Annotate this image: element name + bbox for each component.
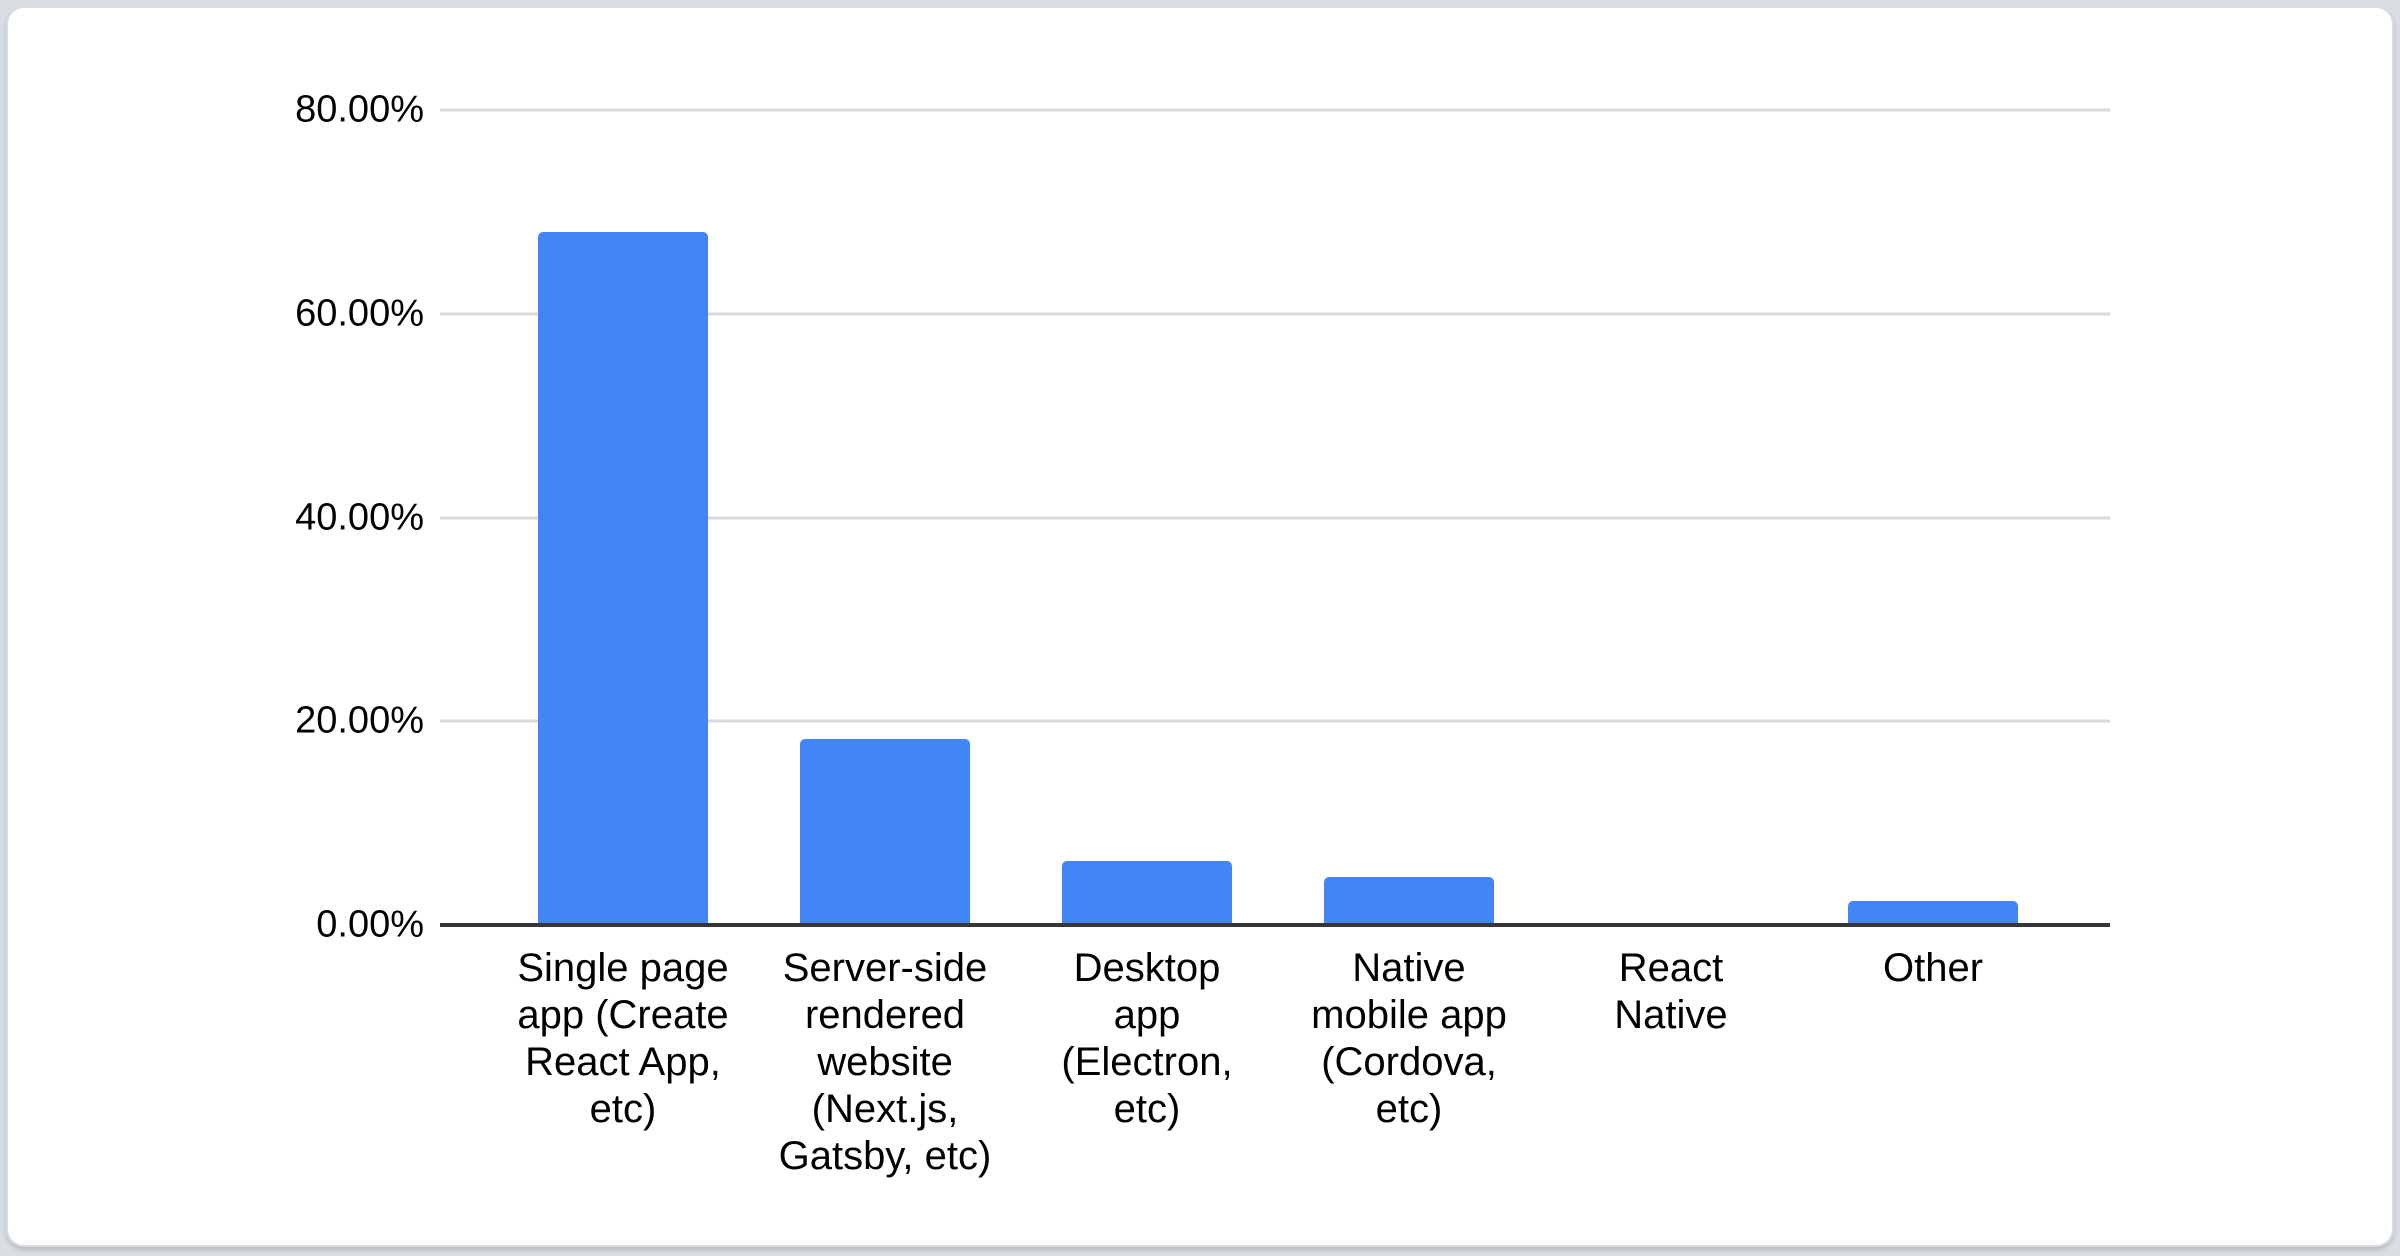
- bar[interactable]: [800, 738, 970, 925]
- bar-column: [1540, 110, 1802, 925]
- x-axis-category-label: Server-side rendered website (Next.js, G…: [778, 946, 992, 1178]
- bar[interactable]: [1324, 877, 1494, 925]
- x-axis-category-label: React Native: [1614, 946, 1728, 1037]
- bar[interactable]: [1062, 860, 1232, 925]
- bar-column: [1278, 110, 1540, 925]
- y-axis-tick-label: 80.00%: [295, 88, 424, 131]
- gridline: [440, 108, 2110, 112]
- gridline: [440, 516, 2110, 519]
- bar[interactable]: [1848, 900, 2018, 925]
- y-axis-tick-label: 40.00%: [295, 496, 424, 538]
- y-axis-tick-label: 0.00%: [316, 903, 424, 946]
- bar-column: [1802, 110, 2064, 925]
- gridline: [440, 312, 2110, 316]
- bar-chart: 0.00% 20.00% 40.00% 60.00% 80.00% Single pag…: [295, 89, 2110, 1178]
- bar-column: [492, 110, 754, 925]
- y-axis-tick-label: 20.00%: [295, 699, 424, 742]
- chart-card: [6, 6, 2394, 1247]
- x-axis-category-label: Other: [1882, 946, 1984, 990]
- bar[interactable]: [538, 232, 708, 925]
- x-axis-line: [440, 923, 2110, 927]
- x-axis-labels: Single page app (Create React App, etc) S…: [492, 945, 2064, 1180]
- x-axis-category-label: Native mobile app (Cordova, etc): [1311, 946, 1507, 1131]
- x-axis-category-label: Single page app (Create React App, etc): [517, 946, 729, 1131]
- bar-column: [1016, 110, 1278, 925]
- y-axis-tick-label: 60.00%: [295, 292, 424, 335]
- gridline: [440, 719, 2110, 723]
- x-axis-category-label: Desktop app (Electron, etc): [1061, 946, 1233, 1131]
- bar-column: [754, 110, 1016, 925]
- bars-area: [492, 110, 2064, 925]
